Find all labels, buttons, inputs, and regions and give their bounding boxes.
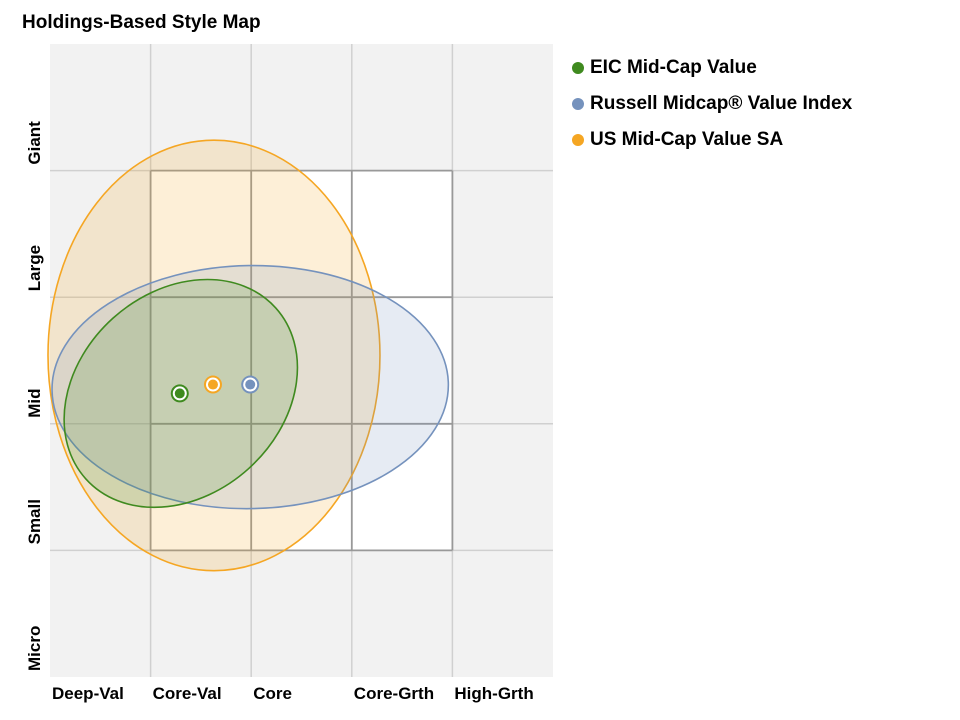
legend-label-russell: Russell Midcap® Value Index — [590, 93, 853, 114]
legend-label-eic: EIC Mid-Cap Value — [590, 57, 757, 78]
x-tick-label: Core-Grth — [354, 684, 434, 703]
core-region — [150, 170, 453, 551]
y-tick-label: Giant — [25, 121, 44, 165]
x-tick-label: Core-Val — [153, 684, 222, 703]
y-tick-label: Large — [25, 245, 44, 291]
data-point-2 — [203, 375, 222, 394]
ellipse-2 — [47, 139, 381, 572]
legend-marker-eic — [572, 62, 584, 74]
y-tick-label: Small — [25, 499, 44, 544]
point-core — [245, 379, 256, 390]
x-tick-label: Deep-Val — [52, 684, 124, 703]
data-point-0 — [170, 384, 189, 403]
legend-item-eic: EIC Mid-Cap Value — [572, 50, 852, 86]
legend-marker-russell — [572, 98, 584, 110]
legend-item-us-sa: US Mid-Cap Value SA — [572, 122, 852, 158]
chart-title: Holdings-Based Style Map — [22, 12, 261, 33]
point-core — [207, 379, 218, 390]
legend-marker-us-sa — [572, 134, 584, 146]
data-point-1 — [241, 375, 260, 394]
x-tick-label: Core — [253, 684, 292, 703]
y-tick-label: Micro — [25, 626, 44, 671]
x-tick-label: High-Grth — [454, 684, 533, 703]
y-tick-label: Mid — [25, 389, 44, 418]
point-core — [174, 388, 185, 399]
legend-label-us-sa: US Mid-Cap Value SA — [590, 129, 784, 150]
legend-item-russell: Russell Midcap® Value Index — [572, 86, 852, 122]
legend: EIC Mid-Cap Value Russell Midcap® Value … — [572, 50, 852, 158]
